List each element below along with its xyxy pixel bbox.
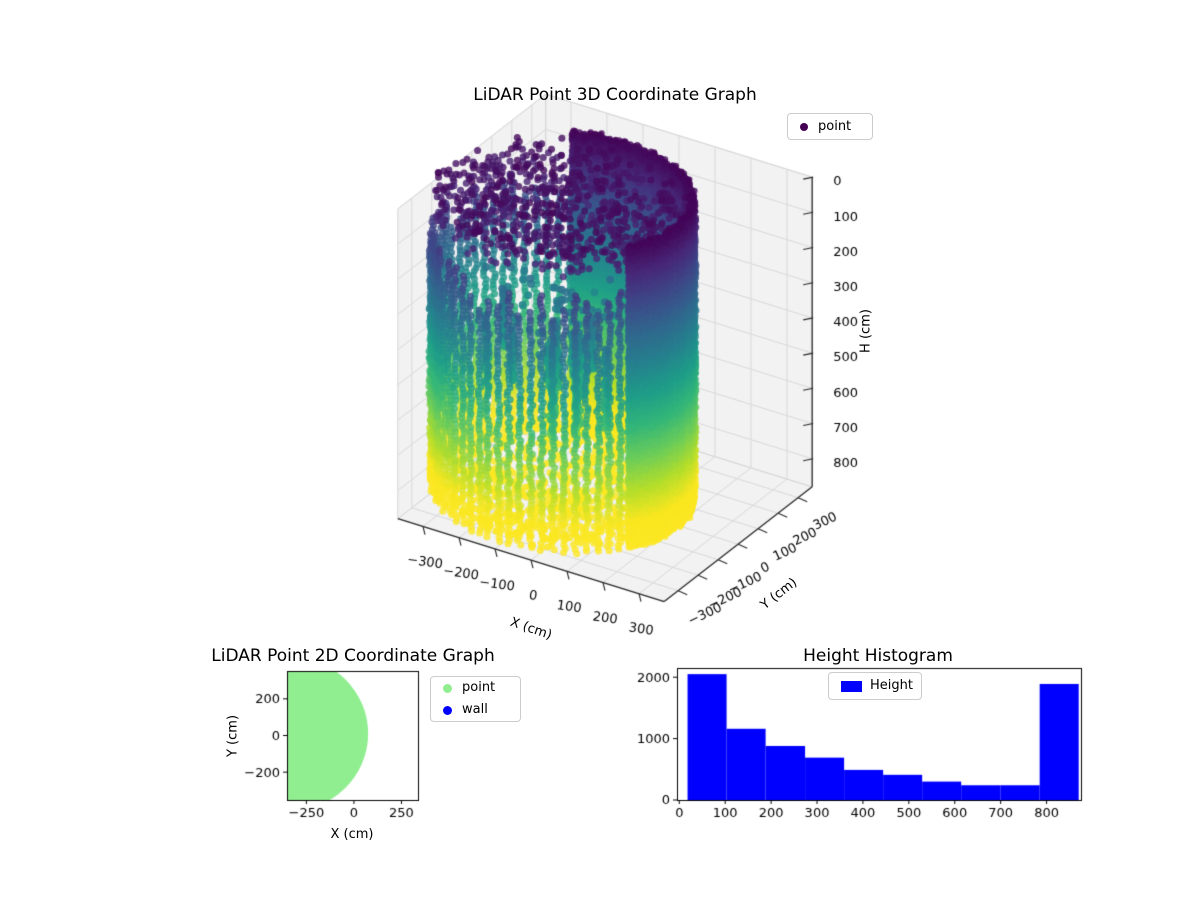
legend-label: Height (870, 678, 913, 693)
histogram-title: Height Histogram (803, 646, 953, 666)
legend-label: point (818, 118, 852, 134)
plot3d-zaxis-label: H (cm) (858, 309, 874, 353)
height-swatch-icon (841, 680, 862, 692)
point-marker-icon (800, 122, 808, 131)
plot3d-title: LiDAR Point 3D Coordinate Graph (473, 85, 757, 105)
legend-item-wall: wall (431, 699, 520, 721)
histogram-legend: Height (828, 672, 922, 700)
legend-label: wall (462, 702, 488, 717)
legend-label: point (462, 680, 496, 695)
wall-marker-icon (443, 705, 452, 715)
plot2d-legend: point wall (430, 676, 521, 722)
legend-item-point: point (788, 116, 872, 138)
plot3d-legend: point (787, 113, 873, 140)
legend-item-point: point (431, 677, 520, 699)
legend-item-height: Height (829, 675, 921, 697)
plot2d-title: LiDAR Point 2D Coordinate Graph (211, 646, 495, 666)
point-marker-icon (443, 683, 452, 693)
plot2d-xaxis-label: X (cm) (330, 827, 374, 842)
plot2d-yaxis-label: Y (cm) (225, 714, 241, 758)
